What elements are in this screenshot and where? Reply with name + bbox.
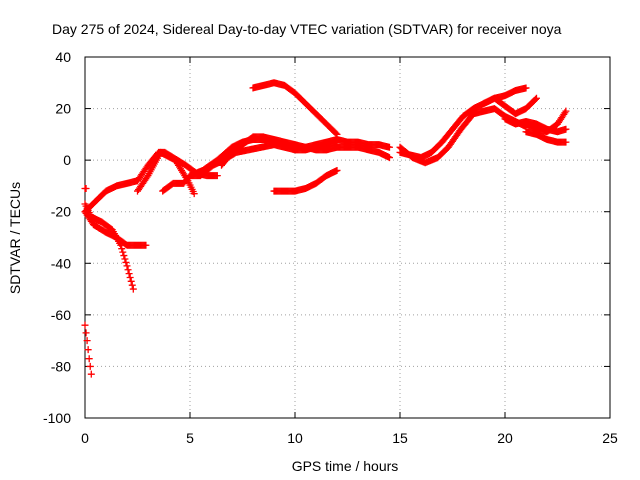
chart-title: Day 275 of 2024, Sidereal Day-to-day VTE… — [52, 21, 562, 37]
data-point — [125, 270, 133, 278]
data-point — [81, 321, 89, 329]
data-point — [562, 138, 570, 146]
data-point — [333, 130, 341, 138]
data-point — [120, 252, 128, 260]
data-point — [119, 248, 127, 256]
data-point — [82, 329, 90, 337]
data-point — [129, 285, 137, 293]
data-point — [562, 125, 570, 133]
y-tick-label: -80 — [51, 358, 71, 374]
series-arc-05 — [81, 177, 141, 216]
x-tick-label: 25 — [602, 430, 618, 446]
series-arc-04 — [81, 208, 150, 249]
y-tick-label: -40 — [51, 255, 71, 271]
x-tick-label: 5 — [186, 430, 194, 446]
data-point — [123, 262, 131, 270]
data-point — [86, 362, 94, 370]
data-point — [333, 166, 341, 174]
series-arc-02 — [81, 185, 90, 193]
series-arc-15 — [480, 94, 540, 118]
y-tick-label: 0 — [63, 152, 71, 168]
data-point — [190, 190, 198, 198]
series-arc-18 — [522, 128, 570, 146]
data-point — [121, 255, 129, 263]
y-tick-label: -20 — [51, 204, 71, 220]
x-tick-label: 10 — [287, 430, 303, 446]
data-point — [128, 281, 136, 289]
series-arc-01 — [81, 321, 95, 378]
data-point — [213, 172, 221, 180]
x-tick-labels: 0 5 10 15 20 25 — [81, 430, 618, 446]
data-point — [142, 241, 150, 249]
data-point — [533, 94, 540, 102]
data-series-layer — [81, 79, 570, 378]
series-arc-11 — [249, 79, 341, 138]
data-point — [531, 95, 539, 103]
axis-layer — [84, 56, 611, 419]
series-arc-14 — [396, 105, 530, 167]
y-tick-label: 20 — [55, 101, 71, 117]
y-tick-label: -60 — [51, 307, 71, 323]
data-point — [386, 143, 393, 151]
data-point — [522, 84, 530, 92]
data-point — [122, 258, 130, 266]
data-point — [124, 266, 132, 274]
data-point — [126, 273, 134, 281]
data-point — [87, 370, 95, 378]
x-tick-label: 15 — [392, 430, 408, 446]
data-point — [118, 245, 126, 253]
data-point — [85, 355, 93, 363]
data-point — [561, 109, 569, 117]
grid-layer — [85, 57, 610, 418]
data-point — [84, 346, 92, 354]
x-tick-label: 0 — [81, 430, 89, 446]
data-point — [83, 337, 91, 345]
series-arc-17 — [522, 107, 570, 136]
data-point — [332, 129, 340, 137]
series-arc-10 — [218, 133, 393, 169]
data-point — [82, 185, 90, 193]
y-tick-label: 40 — [55, 49, 71, 65]
y-axis-label: SDTVAR / TECUs — [7, 182, 23, 294]
y-tick-label: -100 — [43, 410, 71, 426]
data-point — [562, 107, 570, 115]
data-point — [386, 154, 393, 162]
x-tick-label: 20 — [497, 430, 513, 446]
data-point — [127, 277, 135, 285]
series-arc-07 — [134, 148, 198, 198]
plot-frame — [84, 56, 611, 419]
series-arc-12 — [270, 166, 341, 195]
y-tick-labels: -100 -80 -60 -40 -20 0 20 40 — [43, 49, 71, 426]
x-axis-label: GPS time / hours — [292, 458, 399, 474]
